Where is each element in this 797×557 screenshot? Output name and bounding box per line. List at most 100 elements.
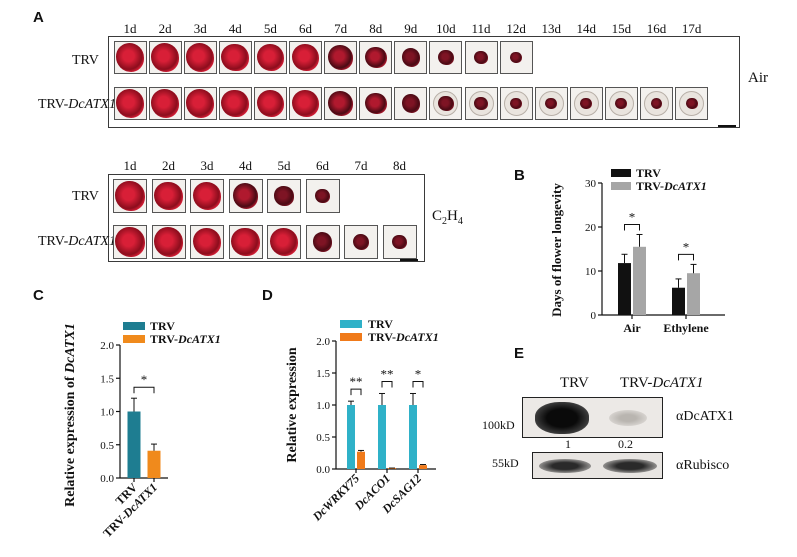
carnation-flower [221, 89, 250, 118]
carnation-flower [115, 89, 145, 118]
carnation-flower [580, 97, 593, 110]
chart-d-bar [378, 405, 386, 469]
chart-c-legend-label: TRV-DcATX1 [150, 332, 221, 346]
air-dcatx1-photo-tile [359, 87, 393, 120]
ethylene-dcatx1-photo-tile [267, 225, 301, 259]
chart-c-y-tick-label: 1.0 [100, 407, 114, 419]
air-dcatx1-photo-tile [289, 87, 322, 120]
air-trv-photo-tile [359, 41, 393, 74]
chart-c-legend-label: TRV [150, 319, 175, 333]
carnation-flower [192, 227, 222, 257]
chart-d-significance-bracket [350, 388, 362, 396]
panel-letter-e: E [514, 345, 525, 362]
chart-d-y-tick-label: 1.5 [316, 368, 330, 380]
carnation-flower [256, 43, 284, 72]
air-trv-photo-tile [183, 41, 217, 74]
chart-c-y-tick-label: 2.0 [100, 340, 114, 352]
carnation-flower [186, 43, 215, 72]
carnation-flower [154, 181, 183, 211]
air-dcatx1-photo-tile [429, 87, 463, 120]
carnation-flower [352, 233, 370, 251]
carnation-flower [312, 232, 332, 252]
air-dcatx1-photo-tile [640, 87, 673, 120]
air-dcatx1-photo-tile [324, 87, 358, 120]
blot-quant-dcatx1: 0.2 [618, 437, 633, 451]
ethylene-trv-photo-tile [228, 179, 263, 213]
ethylene-day-label: 5d [277, 158, 291, 173]
air-dcatx1-photo-tile [148, 87, 182, 120]
chart-b-legend-swatch [611, 169, 631, 177]
chart-d-significance-bracket [412, 380, 424, 388]
petri-dish [679, 91, 705, 116]
carnation-flower [392, 234, 407, 250]
chart-c-y-axis-title: Relative expression of DcATX1 [63, 323, 78, 507]
air-dcatx1-photo-tile [394, 87, 428, 120]
air-dcatx1-photo-tile [183, 87, 217, 120]
air-trv-photo-tile [464, 41, 498, 74]
carnation-flower [328, 91, 353, 116]
air-day-label: 1d [123, 21, 137, 36]
chart-d-y-axis-title: Relative expression [285, 347, 300, 462]
chart-d-legend-label: TRV [368, 317, 393, 331]
carnation-flower [186, 89, 215, 118]
ethylene-day-label: 1d [123, 158, 137, 173]
chart-d-legend-label: TRV-DcATX1 [368, 330, 439, 344]
chart-b-significance-label: * [683, 239, 690, 254]
chart-c-y-tick-label: 1.5 [100, 373, 114, 385]
ethylene-day-label: 4d [239, 158, 252, 173]
carnation-flower [437, 95, 454, 112]
chart-b-legend-swatch [611, 182, 631, 190]
air-trv-photo-tile [499, 41, 533, 74]
chart-d-bar [357, 451, 365, 469]
ethylene-trv-photo-tile [151, 179, 186, 213]
air-trv-photo-tile [113, 41, 147, 74]
carnation-flower [150, 43, 180, 72]
chart-c-significance-label: * [141, 372, 148, 387]
air-dcatx1-photo-tile [113, 87, 147, 120]
ethylene-dcatx1-photo-tile [305, 225, 340, 259]
chart-b-bar [687, 273, 700, 315]
air-trv-photo-tile [289, 41, 322, 74]
air-dcatx1-photo-tile [675, 87, 709, 120]
carnation-flower [437, 49, 454, 66]
blot-marker-100kd: 100kD [482, 418, 515, 432]
carnation-flower [474, 50, 488, 65]
chart-c-significance-bracket [133, 386, 155, 394]
chart-b-significance-bracket [624, 223, 640, 231]
chart-d-y-tick-label: 1.0 [316, 400, 330, 412]
chart-b-y-tick-label: 0 [591, 310, 597, 322]
chart-b-y-tick-label: 10 [585, 266, 597, 278]
chart-b-x-tick-label: Ethylene [663, 321, 709, 335]
ethylene-day-label: 6d [316, 158, 329, 173]
chart-d-y-tick-label: 0.5 [316, 432, 330, 444]
carnation-flower [510, 97, 523, 110]
panel-letter-b: B [514, 167, 525, 184]
carnation-flower [221, 43, 250, 72]
chart-c-y-tick-label: 0.0 [100, 473, 114, 485]
ethylene-dcatx1-photo-tile [113, 225, 147, 259]
chart-c-y-tick-label: 0.5 [100, 440, 114, 452]
air-day-label: 13d [541, 21, 561, 36]
air-dcatx1-photo-tile [569, 87, 603, 120]
chart-d-y-tick-label: 0.0 [316, 464, 330, 476]
air-dcatx1-photo-tile [464, 87, 498, 120]
chart-c-legend-swatch [123, 322, 145, 330]
chart-b-bar [618, 263, 631, 315]
air-day-label: 7d [334, 21, 348, 36]
carnation-flower [232, 183, 259, 209]
blot-label-dcatx1: αDcATX1 [676, 409, 734, 424]
blot-rubisco-band-dcatx1 [603, 459, 657, 473]
air-trv-photo-tile [324, 41, 358, 74]
air-trv-photo-tile [253, 41, 287, 74]
air-day-label: 14d [576, 21, 597, 36]
ethylene-dcatx1-photo-tile [151, 225, 186, 259]
air-trv-photo-tile [218, 41, 252, 74]
blot-label-rubisco: αRubisco [676, 458, 730, 473]
chart-c-dcatx1-expression: 0.00.51.01.52.0TRVTRV-DcATX1*TRVTRV-DcAT… [63, 319, 221, 540]
chart-b-y-tick-label: 30 [585, 178, 597, 190]
carnation-flower [115, 181, 145, 211]
air-dcatx1-photo-tile [499, 87, 533, 120]
blot-col-dcatx1: TRV-DcATX1 [620, 375, 704, 391]
chart-b-y-tick-label: 20 [585, 222, 597, 234]
